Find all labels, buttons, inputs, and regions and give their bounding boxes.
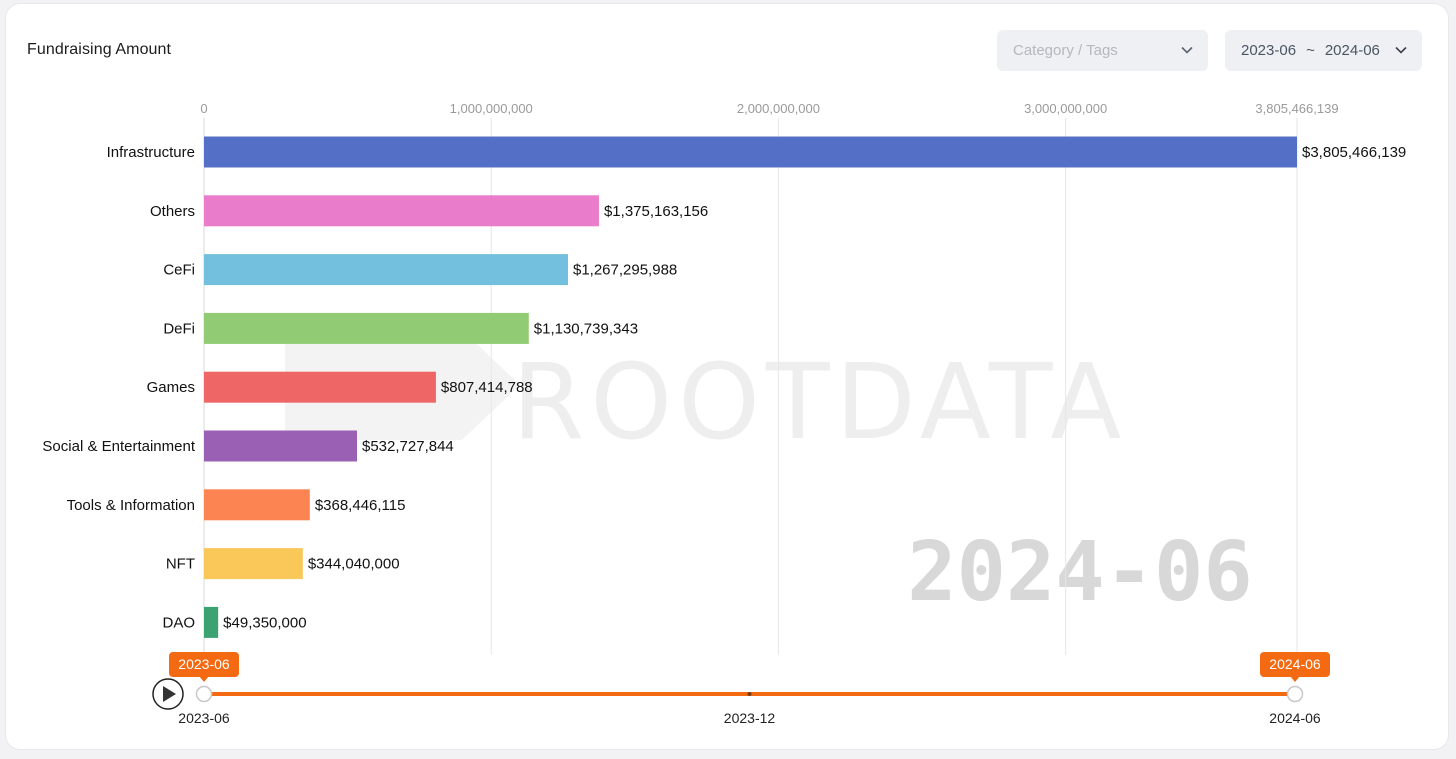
timeline-knob[interactable]	[195, 685, 213, 703]
date-range-dropdown[interactable]: 2023-06 ~ 2024-06	[1225, 30, 1422, 71]
x-tick-label: 3,805,466,139	[1255, 101, 1338, 116]
chevron-down-icon	[1395, 46, 1407, 54]
bar[interactable]	[204, 606, 219, 638]
timeline-badge	[1260, 652, 1330, 677]
timeline-handle[interactable]: 2024-06	[1260, 652, 1330, 703]
chart-title: Fundraising Amount	[27, 41, 172, 58]
value-label: $1,130,739,343	[534, 320, 638, 337]
timeline-badge-text: 2024-06	[1269, 656, 1321, 672]
category-label: Tools & Information	[67, 497, 195, 514]
value-label: $368,446,115	[315, 497, 406, 514]
date-range-end: 2024-06	[1324, 42, 1380, 59]
bar[interactable]	[204, 548, 303, 580]
bar[interactable]	[204, 489, 310, 521]
timeline-tick-label: 2023-06	[178, 710, 230, 726]
value-label: $3,805,466,139	[1302, 144, 1406, 161]
play-icon	[163, 686, 176, 702]
category-label: Others	[150, 203, 195, 220]
bar[interactable]	[204, 312, 529, 344]
timeline-badge-text: 2023-06	[178, 656, 230, 672]
bar[interactable]	[204, 430, 358, 462]
bar[interactable]	[204, 371, 436, 403]
date-range-separator: ~	[1306, 42, 1315, 59]
timeline-handle[interactable]: 2023-06	[169, 652, 239, 703]
category-label: Games	[147, 379, 195, 396]
date-range-start: 2023-06	[1241, 42, 1297, 59]
chevron-down-icon	[1181, 46, 1193, 54]
category-tags-dropdown[interactable]: Category / Tags	[997, 30, 1208, 71]
timeline-badge	[169, 652, 239, 677]
timeline-badge-pointer	[199, 676, 209, 682]
category-label: Infrastructure	[107, 144, 195, 161]
bar[interactable]	[204, 254, 568, 286]
x-tick-label: 2,000,000,000	[737, 101, 820, 116]
category-label: NFT	[166, 556, 195, 573]
bar[interactable]	[204, 136, 1297, 168]
play-button[interactable]	[152, 678, 184, 710]
category-label: DeFi	[163, 320, 195, 337]
timeline-badge-pointer	[1290, 676, 1300, 682]
year-watermark: 2024-06	[907, 525, 1253, 620]
timeline-tick-label: 2023-12	[724, 710, 776, 726]
category-placeholder: Category / Tags	[1013, 42, 1118, 59]
bar[interactable]	[204, 195, 599, 227]
timeline-midpoint	[747, 692, 752, 696]
timeline-knob[interactable]	[1286, 685, 1304, 703]
brand-watermark: ROOTDATA	[512, 341, 1127, 463]
category-label: Social & Entertainment	[42, 438, 195, 455]
value-label: $344,040,000	[308, 556, 400, 573]
value-label: $49,350,000	[223, 614, 306, 631]
value-label: $1,267,295,988	[573, 262, 677, 279]
value-label: $807,414,788	[441, 379, 533, 396]
category-label: CeFi	[163, 262, 195, 279]
category-label: DAO	[162, 614, 195, 631]
x-tick-label: 0	[200, 101, 207, 116]
x-tick-label: 1,000,000,000	[450, 101, 533, 116]
value-label: $1,375,163,156	[604, 203, 708, 220]
x-tick-label: 3,000,000,000	[1024, 101, 1107, 116]
value-label: $532,727,844	[362, 438, 454, 455]
timeline-tick-label: 2024-06	[1269, 710, 1321, 726]
